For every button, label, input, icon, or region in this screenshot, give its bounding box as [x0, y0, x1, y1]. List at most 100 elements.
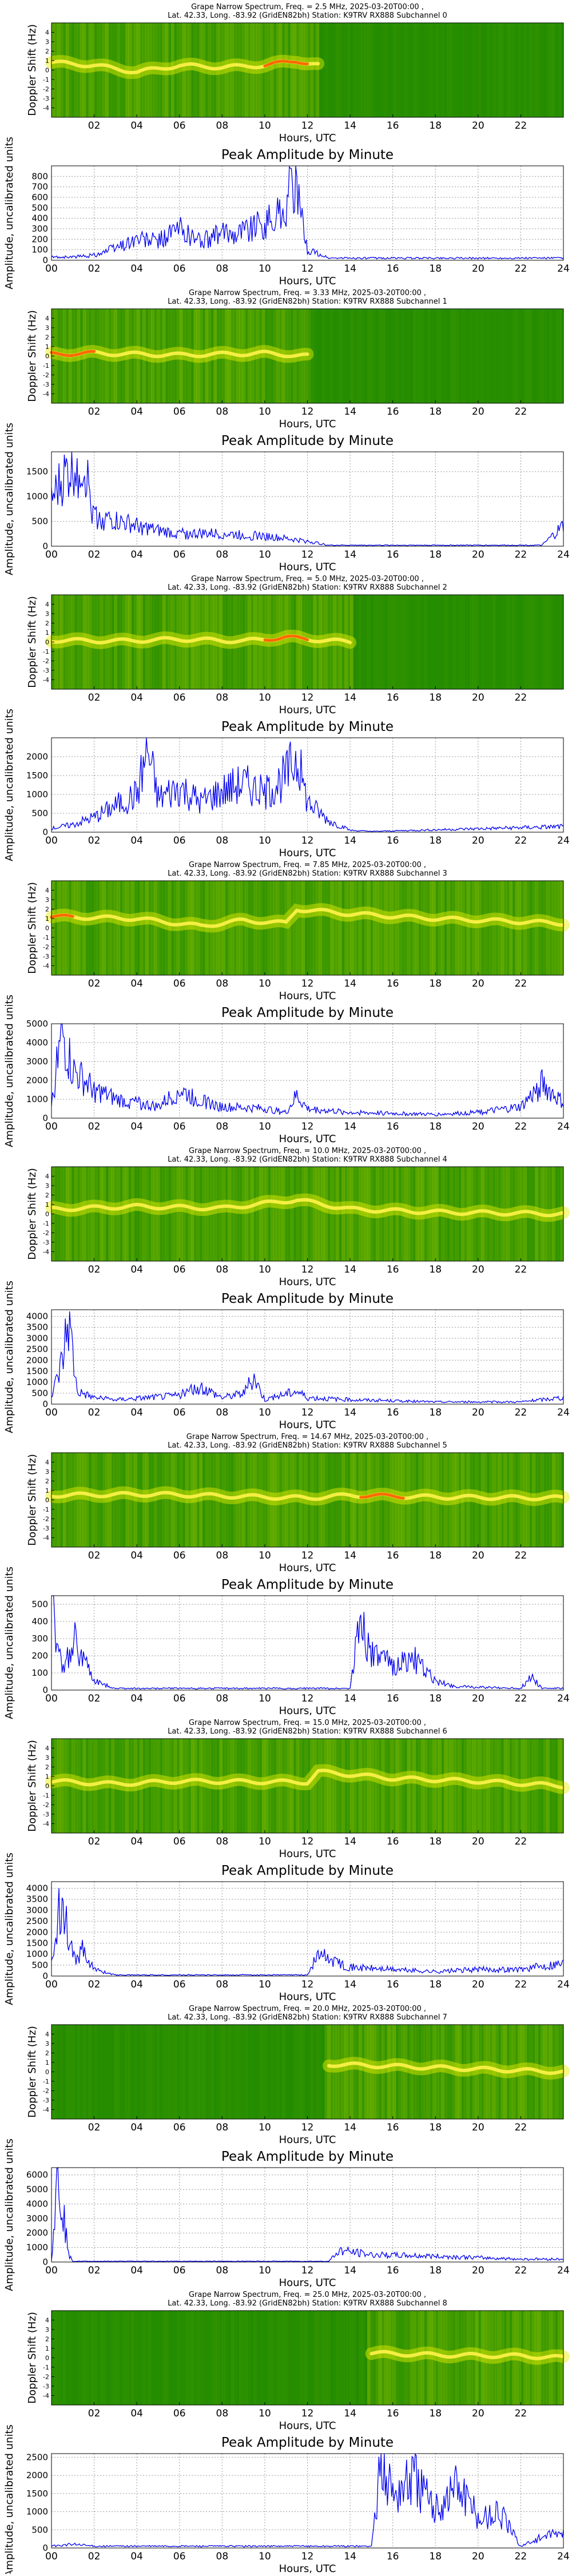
- spectrum-noise-column: [142, 2025, 146, 2119]
- spectrum-noise-column: [558, 881, 561, 975]
- spectrum-noise-column: [438, 2311, 442, 2405]
- y-tick-label: -1: [43, 362, 49, 369]
- spectrum-noise-column: [390, 1739, 394, 1833]
- spectrum-noise-column: [475, 1453, 479, 1547]
- spectrum-noise-column: [145, 2311, 149, 2405]
- spectrum-noise-column: [461, 881, 464, 975]
- spectrum-noise-column: [438, 1453, 442, 1547]
- spectrum-noise-column: [509, 1453, 513, 1547]
- spectrum-noise-column: [245, 2311, 248, 2405]
- spectrum-noise-column: [74, 1453, 78, 1547]
- spectrum-noise-column: [137, 1167, 140, 1261]
- spectrum-noise-column: [319, 1167, 322, 1261]
- spectrum-noise-column: [219, 1167, 223, 1261]
- x-tick-label: 14: [344, 2551, 356, 2562]
- spectrum-noise-column: [404, 2311, 408, 2405]
- spectrum-noise-column: [478, 881, 482, 975]
- chart-title: Peak Amplitude by Minute: [221, 434, 394, 448]
- spectrum-noise-column: [503, 1739, 507, 1833]
- y-tick-label: 4: [45, 2317, 49, 2324]
- spectrum-noise-column: [287, 1453, 291, 1547]
- y-axis-label: Amplitude, uncalibrated units: [3, 709, 15, 861]
- spectrum-noise-column: [518, 309, 522, 403]
- spectrum-noise-column: [205, 881, 209, 975]
- spectrum-noise-column: [463, 1453, 467, 1547]
- x-tick-label: 20: [472, 2551, 484, 2562]
- x-tick-label: 16: [387, 1264, 399, 1275]
- chart-title-line2: Lat. 42.33, Long. -83.92 (GridEN82bh) St…: [168, 1727, 447, 1736]
- spectrum-noise-column: [310, 2311, 314, 2405]
- spectrum-noise-column: [310, 309, 314, 403]
- spectrum-noise-column: [350, 1739, 353, 1833]
- x-tick-label: 02: [88, 120, 101, 132]
- x-tick-label: 18: [429, 406, 442, 418]
- x-tick-label: 08: [216, 120, 229, 132]
- x-tick-label: 14: [344, 406, 356, 418]
- spectrum-noise-column: [555, 1453, 558, 1547]
- spectrum-noise-column: [395, 23, 399, 117]
- spectrum-noise-column: [156, 1739, 160, 1833]
- spectrum-noise-column: [100, 309, 104, 403]
- spectrum-noise-column: [353, 1739, 356, 1833]
- x-tick-label: 02: [88, 1693, 101, 1704]
- spectrum-noise-column: [421, 2311, 424, 2405]
- spectrum-noise-column: [248, 1453, 251, 1547]
- spectrum-noise-column: [336, 2025, 339, 2119]
- y-tick-label: 0: [45, 1211, 49, 1218]
- spectrum-noise-column: [381, 1167, 385, 1261]
- spectrum-noise-column: [190, 1739, 194, 1833]
- x-tick-label: 18: [429, 1121, 442, 1132]
- spectrum-noise-column: [100, 1167, 104, 1261]
- spectrum-noise-column: [412, 2311, 416, 2405]
- spectrum-noise-column: [364, 1167, 368, 1261]
- spectrum-noise-column: [541, 881, 544, 975]
- spectrum-noise-column: [503, 2311, 507, 2405]
- spectrum-noise-column: [356, 595, 359, 689]
- x-tick-label: 16: [387, 835, 399, 846]
- spectrum-noise-column: [199, 881, 203, 975]
- spectrum-noise-column: [253, 2311, 257, 2405]
- spectrum-noise-column: [424, 2311, 427, 2405]
- x-tick-label: 16: [387, 2265, 399, 2276]
- spectrum-noise-column: [77, 23, 81, 117]
- y-tick-label: 1: [45, 2059, 49, 2066]
- spectrum-noise-column: [401, 2311, 405, 2405]
- spectrum-noise-column: [438, 2025, 442, 2119]
- spectrum-noise-column: [216, 595, 220, 689]
- spectrum-noise-column: [455, 23, 459, 117]
- x-tick-label: 12: [301, 1836, 314, 1847]
- spectrum-noise-column: [128, 309, 132, 403]
- spectrum-noise-column: [384, 1739, 388, 1833]
- spectrum-noise-column: [245, 595, 248, 689]
- x-tick-label: 00: [45, 1693, 58, 1704]
- spectrum-noise-column: [353, 309, 356, 403]
- spectrum-noise-column: [199, 1739, 203, 1833]
- spectrum-noise-column: [347, 1453, 351, 1547]
- spectrum-noise-column: [154, 2025, 157, 2119]
- spectrum-noise-column: [500, 595, 505, 689]
- spectrum-noise-column: [228, 881, 231, 975]
- y-tick-label: 600: [31, 192, 48, 202]
- spectrum-noise-column: [378, 2025, 382, 2119]
- spectrum-noise-column: [91, 2025, 95, 2119]
- spectrum-noise-column: [225, 23, 228, 117]
- spectrum-noise-column: [512, 309, 516, 403]
- spectrum-noise-column: [65, 23, 69, 117]
- spectrum-noise-column: [100, 881, 104, 975]
- x-tick-label: 18: [429, 263, 442, 275]
- y-tick-label: 4000: [26, 1311, 48, 1322]
- spectrum-noise-column: [259, 2025, 263, 2119]
- y-tick-label: -3: [43, 2383, 49, 2390]
- spectrum-noise-column: [375, 1739, 379, 1833]
- spectrum-noise-column: [452, 309, 456, 403]
- spectrum-noise-column: [179, 1739, 183, 1833]
- spectrum-noise-column: [208, 23, 212, 117]
- spectrum-noise-column: [370, 1167, 374, 1261]
- spectrum-noise-column: [85, 1453, 89, 1547]
- spectrum-noise-column: [372, 1167, 376, 1261]
- spectrum-noise-column: [94, 309, 98, 403]
- spectrum-noise-column: [427, 1453, 430, 1547]
- spectrum-noise-column: [88, 23, 92, 117]
- spectrum-noise-column: [245, 881, 248, 975]
- x-tick-label: 04: [130, 1550, 143, 1561]
